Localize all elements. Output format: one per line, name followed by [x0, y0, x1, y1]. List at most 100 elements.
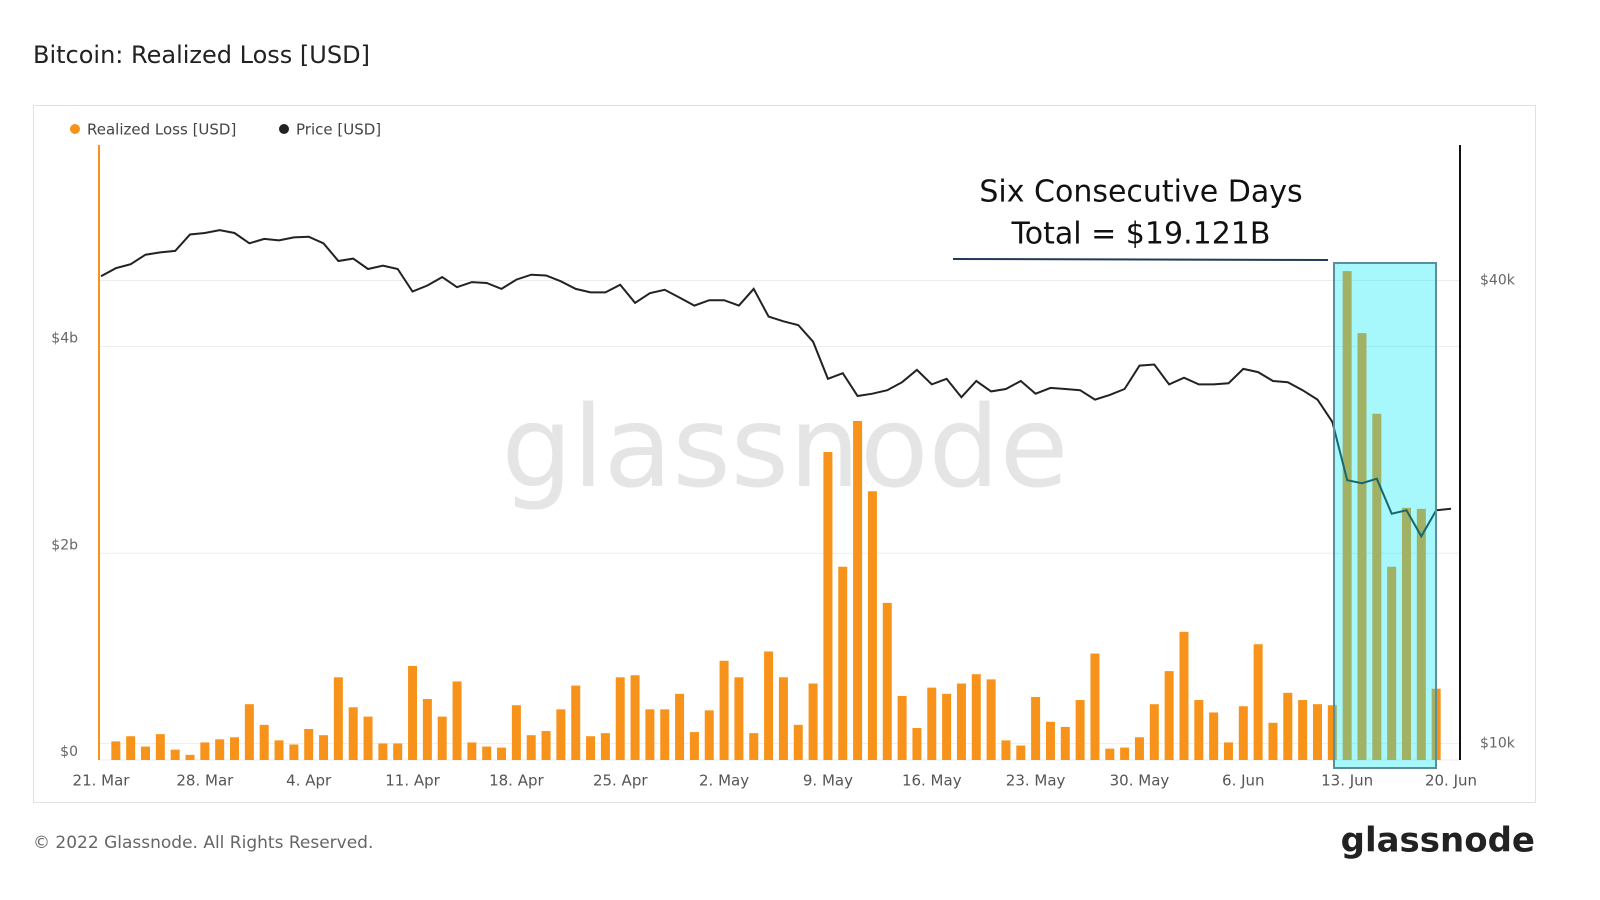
- bar: [482, 746, 492, 760]
- x-tick-label: 23. May: [1006, 772, 1066, 790]
- bar: [882, 602, 892, 760]
- x-tick-label: 13. Jun: [1321, 772, 1373, 790]
- bar: [170, 749, 180, 760]
- bar: [274, 740, 284, 760]
- bar: [348, 707, 358, 760]
- bar: [942, 693, 952, 760]
- bar: [1164, 671, 1174, 760]
- bar: [126, 736, 136, 760]
- bar: [571, 685, 581, 760]
- price-line: [100, 229, 1452, 539]
- x-tick-label: 6. Jun: [1222, 772, 1265, 790]
- bar: [734, 677, 744, 760]
- bar: [586, 736, 596, 760]
- bar: [778, 677, 788, 760]
- x-tick-label: 30. May: [1110, 772, 1170, 790]
- bar: [1045, 721, 1055, 760]
- bar: [1016, 745, 1026, 760]
- x-tick-label: 21. Mar: [73, 772, 131, 790]
- y-tick-label: $0: [60, 744, 78, 760]
- bar: [853, 420, 863, 760]
- bar: [1060, 726, 1070, 760]
- bar: [333, 677, 343, 760]
- annotation-line: [952, 258, 1329, 261]
- bar: [111, 741, 121, 760]
- bar: [823, 451, 833, 760]
- bar: [615, 677, 625, 760]
- bar: [1209, 712, 1219, 760]
- y-tick-label: $4b: [51, 331, 78, 347]
- bar: [986, 679, 996, 760]
- bar: [1120, 747, 1130, 760]
- bar: [1090, 653, 1100, 760]
- bar: [1223, 742, 1233, 760]
- x-tick-label: 2. May: [699, 772, 749, 790]
- highlight-box: [1333, 262, 1437, 769]
- bar: [437, 716, 447, 760]
- bar: [393, 743, 403, 760]
- bar: [408, 665, 418, 760]
- annotation: Total = $19.121B: [1011, 217, 1271, 252]
- bar: [1105, 748, 1115, 760]
- bar: [1298, 700, 1308, 760]
- bar: [289, 744, 299, 760]
- bar: [675, 693, 685, 760]
- bar: [912, 727, 922, 760]
- legend-label: Realized Loss [USD]: [87, 121, 236, 139]
- bar: [808, 683, 818, 760]
- bar: [155, 734, 165, 760]
- bar: [259, 724, 269, 760]
- bar: [1179, 631, 1189, 760]
- y-tick-label: $2b: [51, 537, 78, 553]
- bar: [897, 695, 907, 760]
- bar: [645, 709, 655, 760]
- bar: [793, 724, 803, 760]
- annotation: Six Consecutive Days: [979, 175, 1302, 210]
- bar: [244, 704, 254, 760]
- bar: [185, 754, 195, 760]
- bar: [1401, 507, 1411, 760]
- bar: [704, 710, 714, 760]
- bar: [1001, 740, 1011, 760]
- bar: [1387, 566, 1397, 760]
- bar: [749, 733, 759, 760]
- bar: [1342, 271, 1352, 760]
- legend-label: Price [USD]: [296, 121, 381, 139]
- bar: [1312, 704, 1322, 760]
- bar: [363, 716, 373, 760]
- bar: [1149, 704, 1159, 760]
- bar: [956, 683, 966, 760]
- legend-marker: [70, 124, 80, 134]
- x-tick-label: 11. Apr: [385, 772, 440, 790]
- bar: [467, 742, 477, 760]
- bar: [141, 746, 151, 760]
- bar: [511, 705, 521, 760]
- bar: [1416, 508, 1426, 760]
- x-tick-label: 28. Mar: [176, 772, 234, 790]
- bar: [660, 709, 670, 760]
- bar: [630, 675, 640, 760]
- bar: [452, 681, 462, 760]
- logo: glassnode: [1341, 821, 1535, 861]
- bar: [1283, 692, 1293, 760]
- bar: [764, 651, 774, 760]
- chart-frame: [33, 105, 1536, 803]
- bar: [378, 743, 388, 760]
- bar: [838, 566, 848, 760]
- y2-tick-label: $10k: [1480, 736, 1516, 752]
- bar: [1194, 700, 1204, 760]
- bar: [1238, 706, 1248, 760]
- bar: [497, 747, 507, 760]
- x-tick-label: 9. May: [803, 772, 853, 790]
- bar: [200, 742, 210, 760]
- bar: [927, 687, 937, 760]
- x-tick-label: 25. Apr: [593, 772, 648, 790]
- x-tick-label: 16. May: [902, 772, 962, 790]
- bar: [1372, 413, 1382, 760]
- bar: [1075, 700, 1085, 760]
- bar: [304, 728, 314, 760]
- bar: [719, 660, 729, 760]
- bar: [556, 709, 566, 760]
- chart-title: Bitcoin: Realized Loss [USD]: [33, 41, 370, 69]
